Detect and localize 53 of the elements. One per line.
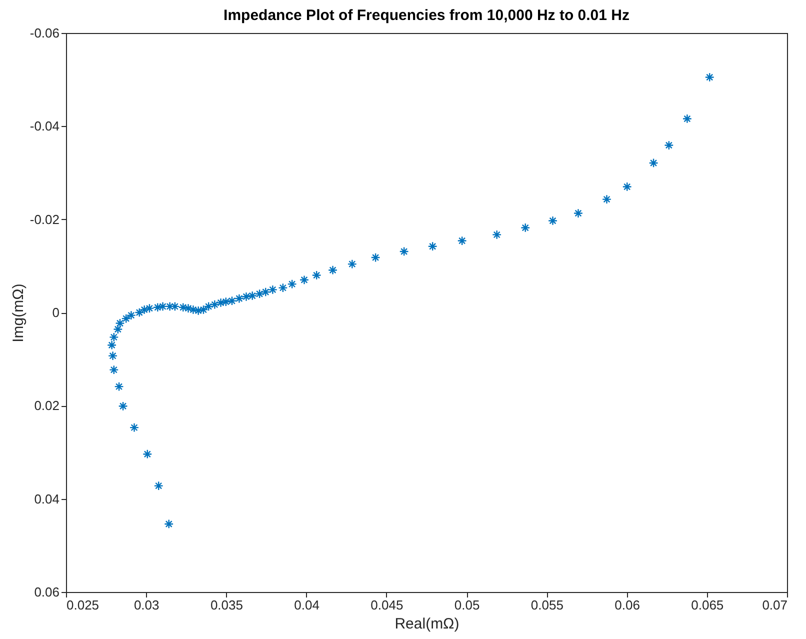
point xyxy=(129,422,140,432)
point xyxy=(492,230,502,240)
point xyxy=(428,242,438,252)
point xyxy=(107,340,117,350)
x-tick-label: 0.03 xyxy=(134,598,160,612)
x-tick-label: 0.04 xyxy=(294,598,320,612)
point xyxy=(109,332,119,342)
point xyxy=(113,324,123,334)
point xyxy=(520,222,530,232)
point xyxy=(457,236,467,246)
x-tick-label: 0.065 xyxy=(691,598,724,612)
chart-title: Impedance Plot of Frequencies from 10,000 Hz to 0.01 Hz xyxy=(224,7,630,24)
point xyxy=(573,208,584,218)
x-tick-label: 0.035 xyxy=(210,598,243,612)
point xyxy=(328,265,338,275)
point xyxy=(399,246,409,256)
point xyxy=(164,519,174,529)
y-axis-title: Img(mΩ) xyxy=(10,284,27,342)
point xyxy=(682,114,692,124)
x-tick-label: 0.07 xyxy=(762,598,788,612)
point xyxy=(188,304,198,314)
y-tick-label: 0.06 xyxy=(34,584,60,600)
point xyxy=(142,449,152,459)
point xyxy=(118,401,128,411)
point xyxy=(622,182,632,192)
y-tick-label: -0.04 xyxy=(30,118,60,134)
x-tick-label: 0.055 xyxy=(530,598,564,612)
y-tick-label: 0.02 xyxy=(34,398,60,414)
x-tick-label: 0.045 xyxy=(370,598,404,612)
y-tick-label: -0.06 xyxy=(30,26,60,40)
y-tick-label: -0.02 xyxy=(30,212,60,227)
x-tick-label: 0.05 xyxy=(454,598,480,612)
point xyxy=(299,275,310,285)
y-tick-label: 0 xyxy=(52,305,60,320)
point xyxy=(108,351,118,361)
point xyxy=(114,382,124,392)
y-tick-label: 0.04 xyxy=(34,491,60,506)
point xyxy=(312,270,322,280)
point xyxy=(704,72,714,82)
point xyxy=(602,194,612,204)
point xyxy=(548,216,558,226)
point xyxy=(183,304,194,314)
point xyxy=(154,481,164,491)
point xyxy=(370,252,380,262)
point xyxy=(664,140,674,150)
point xyxy=(347,259,357,269)
point xyxy=(170,302,180,312)
x-tick-label: 0.025 xyxy=(66,598,100,612)
x-axis-title: Real(mΩ) xyxy=(394,616,460,632)
point xyxy=(648,158,658,168)
x-tick-label: 0.06 xyxy=(614,598,640,612)
point xyxy=(178,302,188,312)
point xyxy=(109,365,119,375)
